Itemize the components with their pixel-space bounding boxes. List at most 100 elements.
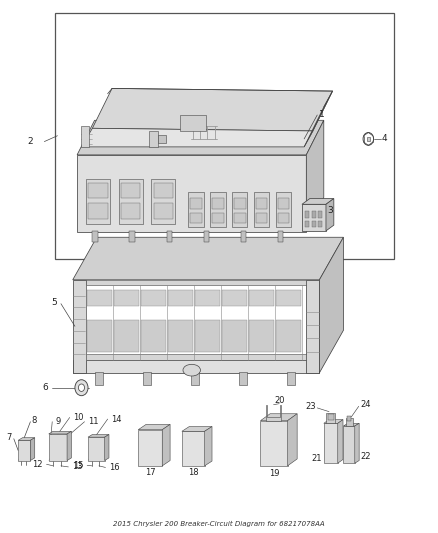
Polygon shape <box>210 192 226 227</box>
Polygon shape <box>88 182 108 198</box>
Polygon shape <box>232 192 247 227</box>
Polygon shape <box>319 237 343 373</box>
Text: 15: 15 <box>73 461 84 470</box>
Polygon shape <box>121 182 141 198</box>
Polygon shape <box>18 440 30 461</box>
Polygon shape <box>254 192 269 227</box>
Text: 2: 2 <box>28 137 33 146</box>
Bar <box>328 414 334 419</box>
Bar <box>114 320 138 352</box>
Bar <box>87 320 112 352</box>
Text: 7: 7 <box>6 433 12 442</box>
Polygon shape <box>324 419 343 423</box>
Bar <box>166 231 172 241</box>
Bar <box>347 416 351 421</box>
Bar <box>222 290 247 306</box>
Polygon shape <box>153 203 173 219</box>
Bar <box>256 198 268 208</box>
Polygon shape <box>338 419 343 463</box>
Polygon shape <box>266 405 282 421</box>
Bar <box>158 135 166 143</box>
Bar <box>168 320 193 352</box>
Polygon shape <box>151 179 175 224</box>
Polygon shape <box>105 434 109 461</box>
Text: 17: 17 <box>145 469 155 477</box>
Polygon shape <box>86 354 306 360</box>
Bar <box>114 290 138 306</box>
Polygon shape <box>355 423 359 463</box>
Polygon shape <box>302 199 334 204</box>
Polygon shape <box>88 437 105 461</box>
Polygon shape <box>30 438 35 461</box>
Bar <box>256 213 268 223</box>
Bar <box>191 372 199 384</box>
Polygon shape <box>302 204 326 231</box>
Bar <box>278 213 289 223</box>
Bar <box>87 290 112 306</box>
Polygon shape <box>73 237 343 280</box>
Polygon shape <box>77 155 306 232</box>
Polygon shape <box>288 414 297 466</box>
Bar <box>318 211 322 217</box>
Bar <box>212 213 224 223</box>
Bar <box>141 290 166 306</box>
Polygon shape <box>138 424 170 430</box>
Bar <box>143 372 151 384</box>
Text: 13: 13 <box>72 463 82 471</box>
Bar <box>241 231 246 241</box>
Polygon shape <box>343 426 355 463</box>
Polygon shape <box>182 426 212 431</box>
Polygon shape <box>153 182 173 198</box>
Bar <box>367 137 370 141</box>
Polygon shape <box>261 414 297 421</box>
Polygon shape <box>49 434 67 461</box>
Polygon shape <box>188 192 204 227</box>
Text: 21: 21 <box>311 454 321 463</box>
Text: 11: 11 <box>88 417 99 426</box>
Bar <box>234 213 246 223</box>
Text: 22: 22 <box>360 451 371 461</box>
Bar <box>234 198 246 208</box>
Bar <box>326 413 335 423</box>
Bar <box>92 231 98 241</box>
Text: 24: 24 <box>360 400 371 409</box>
Polygon shape <box>182 431 205 466</box>
Circle shape <box>75 379 88 395</box>
Bar <box>95 372 103 384</box>
Polygon shape <box>77 120 324 155</box>
Text: 1: 1 <box>318 110 324 119</box>
Polygon shape <box>86 280 306 285</box>
Text: 5: 5 <box>52 298 57 307</box>
Polygon shape <box>73 280 86 373</box>
Ellipse shape <box>183 365 201 376</box>
Bar <box>130 231 135 241</box>
Bar <box>276 320 300 352</box>
Bar <box>346 418 353 426</box>
Text: 16: 16 <box>109 463 120 472</box>
Polygon shape <box>18 438 35 440</box>
Polygon shape <box>326 199 334 231</box>
Polygon shape <box>138 430 162 466</box>
Text: 14: 14 <box>111 415 122 424</box>
Bar <box>195 320 219 352</box>
Text: 9: 9 <box>56 417 61 426</box>
Polygon shape <box>92 88 332 131</box>
Bar <box>287 372 295 384</box>
Bar <box>212 198 224 208</box>
Polygon shape <box>180 115 206 131</box>
Bar <box>168 290 193 306</box>
Polygon shape <box>49 431 71 434</box>
Bar <box>190 198 202 208</box>
Bar <box>190 213 202 223</box>
Text: 4: 4 <box>382 134 388 143</box>
Polygon shape <box>121 203 141 219</box>
Polygon shape <box>88 203 108 219</box>
Bar <box>311 211 316 217</box>
Text: 10: 10 <box>73 413 84 422</box>
Bar <box>278 231 283 241</box>
Text: 18: 18 <box>188 469 198 477</box>
Bar <box>141 320 166 352</box>
Polygon shape <box>276 192 291 227</box>
Polygon shape <box>73 360 319 373</box>
Bar <box>81 126 89 147</box>
